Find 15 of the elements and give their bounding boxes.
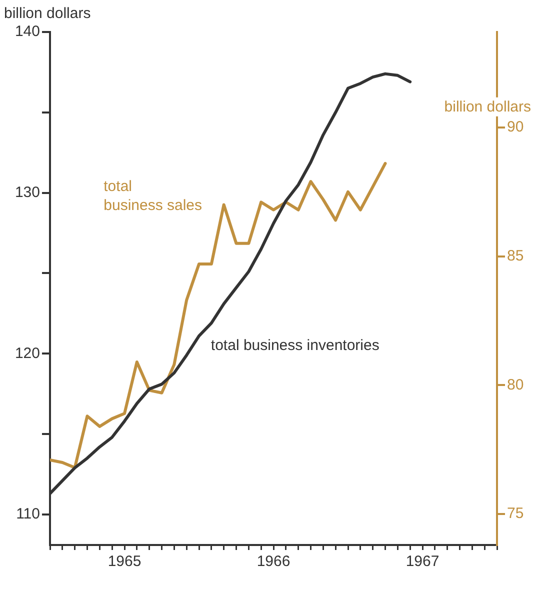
- y2-tick-label: 90: [507, 118, 524, 136]
- y-axis-title: billion dollars: [4, 5, 91, 22]
- y2-axis-title: billion dollars: [444, 98, 531, 116]
- y-tick-label: 140: [14, 23, 40, 40]
- x-tick-label: 1965: [108, 553, 142, 570]
- y2-tick-label: 80: [507, 376, 524, 394]
- series-label: total business sales: [104, 178, 202, 214]
- series-label: total business inventories: [210, 337, 380, 354]
- x-tick-label: 1966: [256, 553, 290, 570]
- y-tick-label: 120: [14, 344, 40, 362]
- y2-tick-label: 75: [507, 505, 524, 522]
- y-tick-label: 130: [14, 184, 40, 201]
- x-tick-label: 1967: [406, 553, 440, 570]
- y2-tick-label: 85: [507, 247, 524, 264]
- y-tick-label: 110: [16, 506, 40, 523]
